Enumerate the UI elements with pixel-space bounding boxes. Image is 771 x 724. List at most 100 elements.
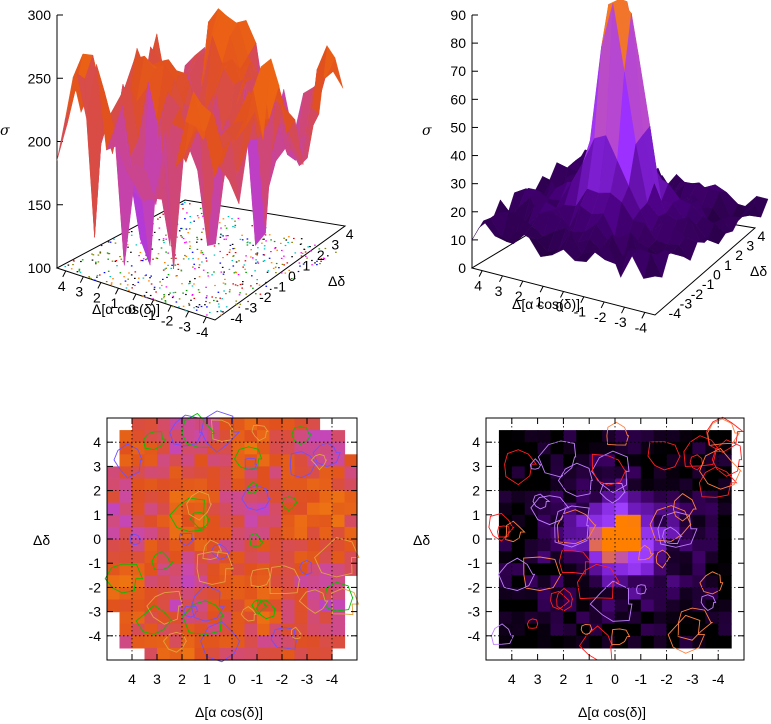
speckle-point (222, 273, 225, 275)
speckle-point (113, 238, 115, 240)
speckle-point (252, 244, 254, 246)
z-tick-label: 50 (450, 119, 466, 135)
heatmap-cell (157, 551, 171, 564)
heatmap-cell (282, 526, 296, 540)
heatmap-cell (524, 635, 539, 649)
heatmap-cell (627, 551, 642, 564)
heatmap-cell (307, 539, 321, 552)
speckle-point (229, 249, 231, 251)
speckle-point (239, 283, 242, 286)
heatmap-cell (144, 635, 158, 649)
speckle-point (270, 262, 273, 264)
heatmap-cell (119, 563, 133, 576)
heatmap-cell (294, 442, 308, 455)
heatmap-cell (679, 539, 693, 552)
speckle-point (167, 252, 169, 254)
speckle-point (255, 259, 257, 261)
speckle-point (114, 260, 117, 262)
contour-line (246, 481, 259, 494)
heatmap-cell (157, 478, 171, 492)
speckle-point (221, 298, 223, 300)
x-tick-mark (641, 312, 646, 319)
x-tick-label: 1 (203, 671, 211, 687)
heatmap-cell (182, 551, 196, 564)
heatmap-cell (615, 611, 629, 625)
x-tick-label: -4 (712, 671, 725, 687)
speckle-point (244, 260, 247, 262)
speckle-point (264, 234, 267, 236)
speckle-point (180, 203, 183, 205)
speckle-point (162, 278, 164, 280)
heatmap-cell (307, 563, 321, 576)
heatmap-cell (119, 490, 133, 504)
y-tick-label: 4 (93, 434, 101, 450)
speckle-point (245, 293, 248, 295)
heatmap-cell (550, 454, 564, 467)
contour-line (162, 631, 188, 653)
contour-line (269, 565, 301, 595)
heatmap-cell (182, 539, 196, 552)
heatmap-cell (157, 466, 171, 480)
heatmap-cell (705, 575, 719, 588)
contour-line (498, 557, 536, 591)
speckle-point (196, 236, 198, 238)
heatmap-cell (319, 490, 333, 504)
heatmap-cell (692, 563, 706, 576)
heatmap-cell (244, 563, 258, 576)
heatmap-cell (282, 442, 296, 455)
contour-line (699, 447, 743, 490)
contour-line (104, 563, 144, 594)
speckle-point (223, 271, 225, 273)
contour-line (186, 490, 213, 521)
heatmap-cell (615, 526, 629, 540)
speckle-point (72, 264, 74, 266)
speckle-point (107, 241, 110, 243)
speckle-point (114, 286, 117, 289)
heatmap-cell (282, 647, 296, 661)
heatmap-cell (550, 551, 564, 564)
speckle-point (224, 278, 226, 280)
heatmap-cell (718, 623, 732, 637)
contour-line (711, 439, 743, 477)
x-tick-label: 0 (128, 301, 136, 317)
heatmap-cell (119, 442, 133, 455)
heatmap-cell (182, 454, 196, 467)
heatmap-cell (157, 575, 171, 588)
heatmap-cell (576, 526, 590, 540)
speckle-point (162, 239, 165, 242)
z-tick-label: 200 (28, 134, 52, 150)
heatmap-cell (169, 611, 183, 625)
x-tick-mark (478, 270, 483, 277)
heatmap-cell (319, 575, 333, 588)
speckle-point (291, 241, 293, 243)
speckle-point (316, 264, 318, 266)
heatmap-cell (498, 563, 513, 576)
heatmap-cell (319, 647, 333, 661)
speckle-point (195, 306, 198, 308)
heatmap-cell (307, 478, 321, 492)
speckle-point (80, 260, 82, 263)
heatmap-cell (157, 526, 171, 540)
speckle-point (226, 254, 229, 256)
speckle-point (303, 248, 305, 250)
speckle-point (320, 258, 323, 260)
y-tick-label: 1 (472, 507, 480, 523)
heatmap-cell (307, 647, 321, 661)
speckle-point (224, 283, 227, 285)
heatmap-cell (576, 466, 590, 480)
heatmap-cell (244, 623, 258, 637)
x-tick-mark (114, 287, 119, 295)
heatmap-cell (232, 599, 246, 613)
heatmap-cell (344, 502, 358, 516)
heatmap-cell (269, 442, 283, 455)
speckle-point (261, 238, 264, 240)
heatmap-cell (524, 490, 539, 504)
heatmap-cell (107, 478, 121, 492)
heatmap-cell (498, 635, 513, 649)
heatmap-cell (524, 611, 539, 625)
heatmap-cell (257, 454, 271, 467)
contour-line (251, 599, 269, 615)
heatmap-cell (537, 514, 552, 528)
speckle-point (238, 260, 240, 262)
